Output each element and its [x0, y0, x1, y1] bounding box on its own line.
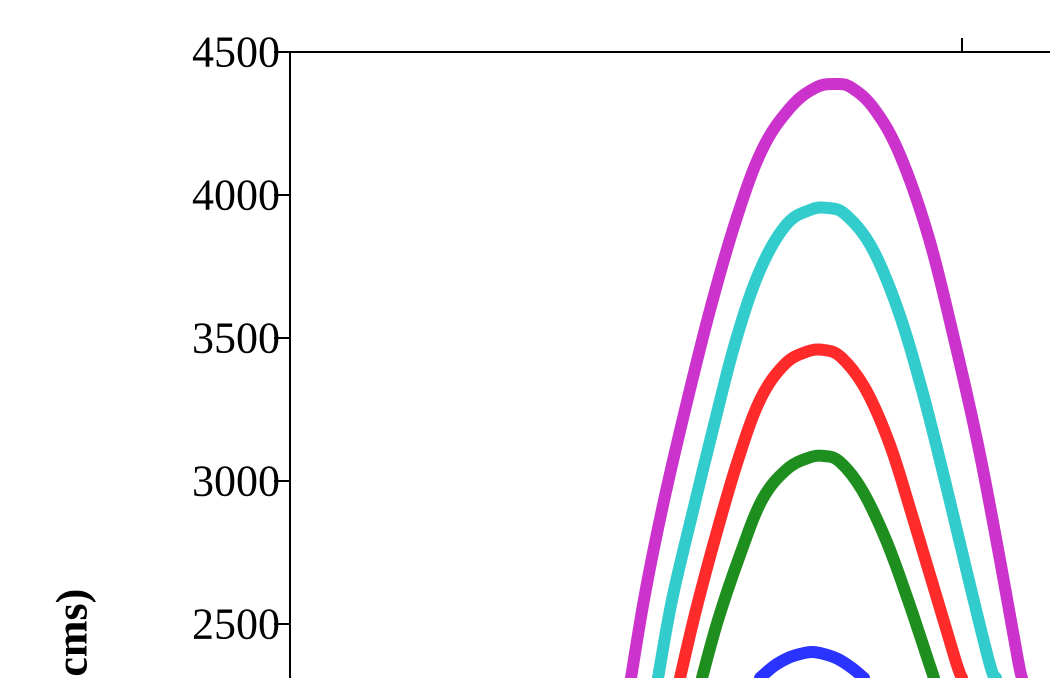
series-magenta [631, 84, 1022, 678]
series-blue [760, 652, 864, 678]
plot-area [0, 0, 1050, 678]
chart-container: (cms) 4500 4000 3500 3000 2500 [0, 0, 1050, 678]
